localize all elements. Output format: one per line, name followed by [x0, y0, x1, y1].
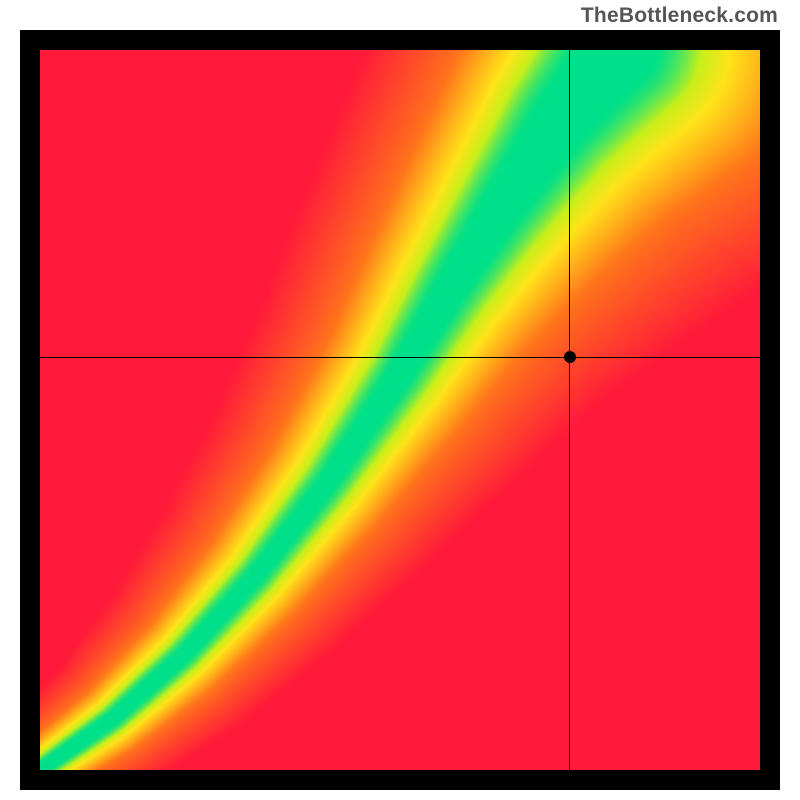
crosshair-vertical	[569, 50, 570, 770]
attribution-label: TheBottleneck.com	[581, 4, 778, 28]
heatmap-canvas	[40, 50, 760, 770]
crosshair-horizontal	[40, 357, 760, 358]
chart-container: TheBottleneck.com	[0, 0, 800, 800]
